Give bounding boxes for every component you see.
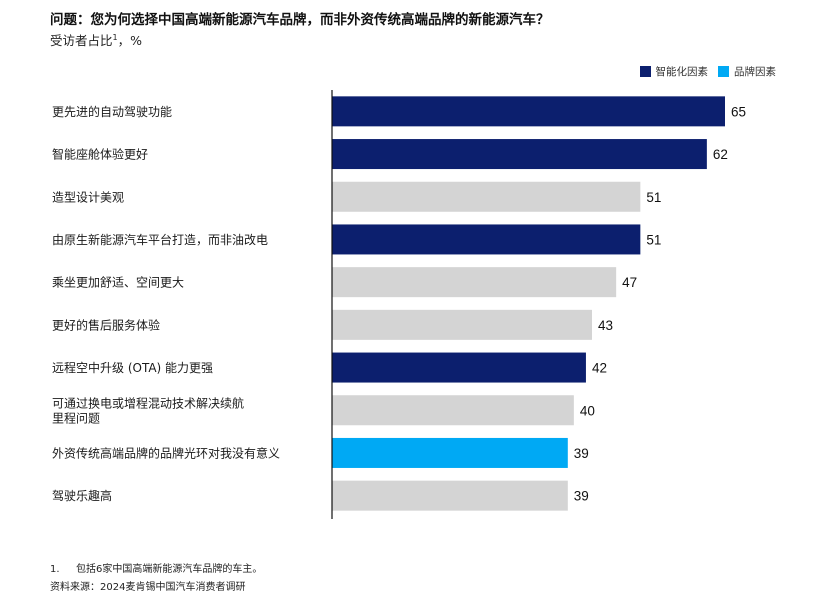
category-label-line: 里程问题 <box>52 410 100 425</box>
category-label-line: 乘坐更加舒适、空间更大 <box>52 276 184 290</box>
bar-0 <box>332 96 725 127</box>
category-label-line: 由原生新能源汽车平台打造，而非油改电 <box>52 232 268 247</box>
legend-item-smart: 智能化因素 <box>639 64 709 79</box>
value-label-7: 40 <box>580 403 595 418</box>
subtitle-text: 受访者占比 <box>50 33 113 48</box>
legend-label-brand: 品牌因素 <box>734 66 776 78</box>
category-label-8: 外资传统高端品牌的品牌光环对我没有意义 <box>52 445 280 460</box>
footnote-1-text: 包括6家中国高端新能源汽车品牌的车主。 <box>76 564 263 575</box>
footnote-1-number: 1. <box>50 564 60 575</box>
category-label-3: 由原生新能源汽车平台打造，而非油改电 <box>52 232 268 247</box>
category-label-1: 智能座舱体验更好 <box>52 147 148 162</box>
legend-label-smart: 智能化因素 <box>655 66 709 78</box>
bar-7 <box>332 395 574 426</box>
subtitle-footnote-marker: 1 <box>112 32 118 42</box>
category-label-line: 驾驶乐趣高 <box>52 488 112 503</box>
bar-4 <box>332 267 617 298</box>
category-label-4: 乘坐更加舒适、空间更大 <box>52 276 184 290</box>
bar-2 <box>332 181 641 212</box>
category-label-7: 可通过换电或增程混动技术解决续航里程问题 <box>52 395 244 425</box>
source-note: 资料来源：2024麦肯锡中国汽车消费者调研 <box>50 578 245 593</box>
value-label-9: 39 <box>574 489 589 504</box>
bar-1 <box>332 139 707 170</box>
value-label-2: 51 <box>646 190 661 205</box>
legend-swatch-smart <box>639 66 651 77</box>
legend-item-brand: 品牌因素 <box>718 64 776 79</box>
value-label-1: 62 <box>713 147 728 162</box>
category-label-line: 更先进的自动驾驶功能 <box>52 104 172 119</box>
bar-6 <box>332 352 586 383</box>
bar-5 <box>332 309 592 340</box>
source-note-text: 资料来源：2024麦肯锡中国汽车消费者调研 <box>50 582 246 593</box>
chart-subtitle: 受访者占比1，% <box>50 30 142 49</box>
chart-legend: 智能化因素 品牌因素 <box>630 64 776 79</box>
value-label-5: 43 <box>598 318 613 333</box>
category-label-9: 驾驶乐趣高 <box>52 488 112 503</box>
subtitle-unit: ，% <box>117 33 142 48</box>
category-label-5: 更好的售后服务体验 <box>52 317 160 332</box>
value-label-6: 42 <box>592 361 607 376</box>
category-label-line: 远程空中升级 (OTA) 能力更强 <box>52 360 213 375</box>
category-label-0: 更先进的自动驾驶功能 <box>52 104 172 119</box>
category-label-line: 外资传统高端品牌的品牌光环对我没有意义 <box>52 445 280 460</box>
bar-8 <box>332 437 568 468</box>
value-label-8: 39 <box>574 446 589 461</box>
value-label-3: 51 <box>646 232 661 247</box>
legend-swatch-brand <box>718 66 729 77</box>
category-label-line: 造型设计美观 <box>52 190 124 204</box>
value-label-0: 65 <box>731 104 746 119</box>
category-label-line: 更好的售后服务体验 <box>52 317 160 332</box>
category-label-line: 智能座舱体验更好 <box>52 147 148 162</box>
category-label-2: 造型设计美观 <box>52 190 124 204</box>
footnote-1: 1. 包括6家中国高端新能源汽车品牌的车主。 <box>50 560 262 575</box>
value-label-4: 47 <box>622 275 637 290</box>
category-label-6: 远程空中升级 (OTA) 能力更强 <box>52 360 213 375</box>
bar-3 <box>332 224 641 255</box>
bar-9 <box>332 480 568 511</box>
chart-title: 问题：您为何选择中国高端新能源汽车品牌，而非外资传统高端品牌的新能源汽车？ <box>50 12 550 28</box>
category-label-line: 可通过换电或增程混动技术解决续航 <box>52 395 244 410</box>
